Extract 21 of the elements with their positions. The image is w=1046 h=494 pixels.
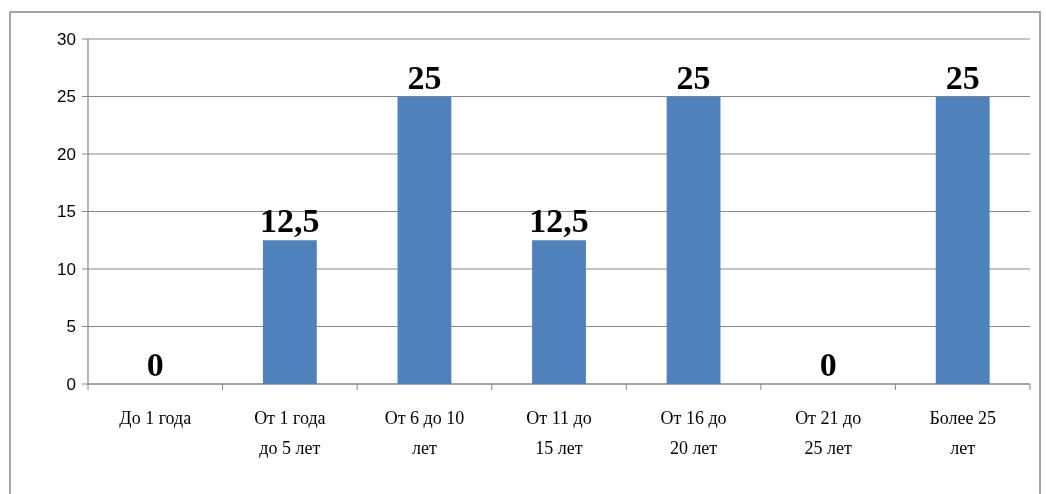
- y-tick-label: 5: [66, 317, 76, 337]
- y-tick-label: 30: [57, 29, 76, 49]
- y-tick-label: 10: [57, 259, 76, 279]
- x-tick-label: До 1 года: [119, 408, 192, 428]
- data-label: 25: [407, 58, 442, 96]
- x-tick-label: От 16 до 20 лет: [660, 408, 727, 458]
- y-tick-label: 20: [57, 144, 76, 164]
- x-tick-label: От 11 до 15 лет: [526, 408, 592, 458]
- x-tick-label: Более 25 лет: [929, 408, 996, 458]
- y-tick-label: 0: [66, 374, 76, 394]
- x-tick-label: От 6 до 10 лет: [384, 408, 465, 458]
- data-label: 12,5: [529, 202, 589, 240]
- data-label: 12,5: [260, 202, 320, 240]
- data-label: 25: [945, 58, 980, 96]
- data-label: 0: [819, 346, 837, 383]
- x-tick-label: От 1 года до 5 лет: [254, 408, 326, 458]
- data-label: 0: [146, 346, 164, 383]
- data-label: 25: [676, 58, 711, 96]
- x-tick-label: От 21 до 25 лет: [795, 408, 862, 458]
- y-tick-label: 15: [57, 202, 76, 222]
- y-tick-label: 25: [57, 87, 76, 107]
